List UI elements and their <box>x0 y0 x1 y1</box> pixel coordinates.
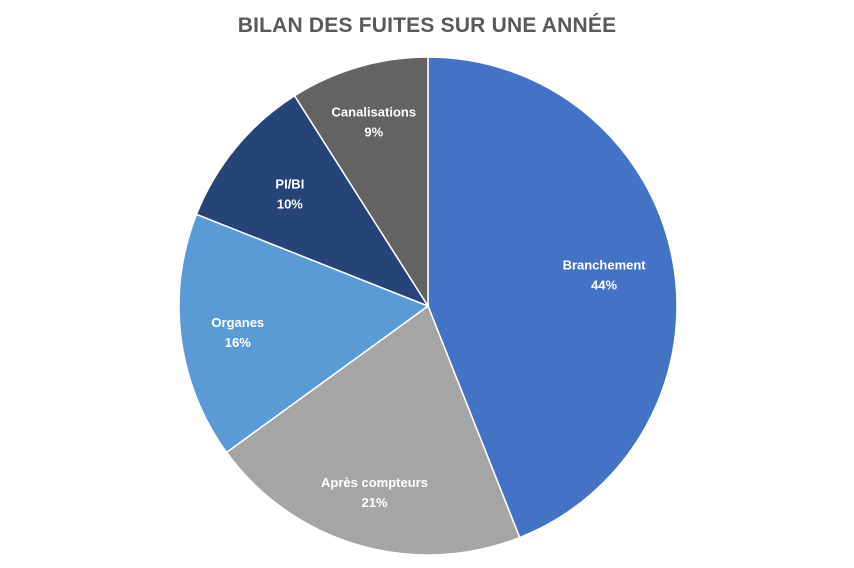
pie-slice-organes <box>178 213 430 454</box>
slice-label: Après compteurs <box>321 475 428 490</box>
slice-value-label: 44% <box>591 277 617 292</box>
slice-label: Organes <box>211 315 264 330</box>
pie-slice-branchement <box>427 56 678 539</box>
slice-value-label: 10% <box>277 197 303 212</box>
slice-label: Branchement <box>563 257 647 272</box>
slice-label: Canalisations <box>332 104 417 119</box>
slice-value-label: 21% <box>361 495 387 510</box>
pie-slice-canalisations <box>293 56 429 309</box>
pie-slice-apr-s-compteurs <box>225 304 521 556</box>
pie-slice-pi-bi <box>195 94 430 308</box>
slice-label: PI/BI <box>275 177 304 192</box>
chart-title: BILAN DES FUITES SUR UNE ANNÉE <box>237 14 617 37</box>
slice-value-label: 16% <box>225 335 251 350</box>
slice-value-label: 9% <box>364 124 383 139</box>
